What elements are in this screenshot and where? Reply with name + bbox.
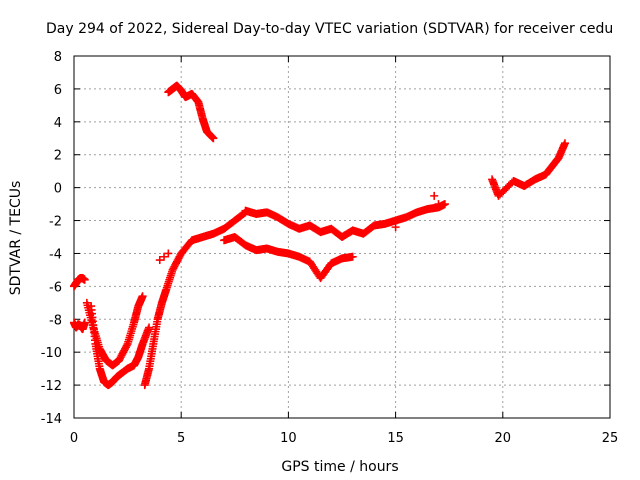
- y-axis: -14 -12 -10 -8 -6 -4 -2 0 2 4 6 8: [41, 50, 610, 427]
- series-afternoon-hump: [164, 81, 218, 143]
- series-dip-c: [140, 208, 250, 390]
- plot-frame: [73, 55, 611, 419]
- data-point: [145, 323, 154, 332]
- y-tick-label: -2: [49, 215, 62, 230]
- series-dip-a: [87, 302, 154, 390]
- y-tick-label: -8: [49, 313, 62, 328]
- y-tick-label: -12: [41, 379, 62, 394]
- y-axis-title: SDTVAR / TECUs: [8, 181, 24, 296]
- data-point: [160, 252, 169, 261]
- y-tick-label: 6: [54, 83, 62, 98]
- y-tick-label: -10: [41, 346, 62, 361]
- series-early-high: [70, 274, 89, 291]
- x-tick-label: 5: [177, 431, 185, 446]
- y-tick-label: -4: [49, 247, 62, 262]
- data-point: [430, 191, 439, 200]
- data-point: [391, 223, 400, 232]
- y-tick-label: 8: [54, 50, 62, 65]
- data-point: [155, 256, 164, 265]
- x-axis: 0 5 10 15 20 25: [70, 56, 618, 446]
- series-dip-b: [82, 292, 147, 370]
- data-points: [70, 81, 569, 390]
- y-tick-label: 2: [54, 149, 62, 164]
- series-early-flat: [70, 318, 89, 334]
- data-point: [122, 341, 131, 350]
- x-tick-label: 10: [280, 431, 297, 446]
- y-tick-label: 4: [54, 116, 62, 131]
- chart-title: Day 294 of 2022, Sidereal Day-to-day VTE…: [46, 21, 613, 37]
- data-point: [138, 292, 147, 301]
- series-late-cluster: [488, 139, 569, 200]
- data-point: [348, 252, 357, 261]
- data-point: [80, 318, 89, 327]
- series-lower-band: [220, 233, 357, 283]
- data-point: [164, 249, 173, 258]
- x-tick-label: 25: [602, 431, 619, 446]
- x-axis-title: GPS time / hours: [281, 459, 398, 475]
- x-tick-label: 15: [387, 431, 404, 446]
- data-point: [80, 275, 89, 284]
- y-tick-label: -14: [41, 412, 62, 427]
- series-upper-band: [241, 200, 449, 241]
- y-tick-label: -6: [49, 280, 62, 295]
- data-point: [434, 200, 443, 209]
- data-point: [560, 139, 569, 148]
- x-tick-label: 0: [70, 431, 78, 446]
- data-point: [209, 134, 218, 143]
- x-tick-label: 20: [495, 431, 512, 446]
- y-tick-label: 0: [54, 182, 62, 197]
- series-isolated: [155, 191, 443, 265]
